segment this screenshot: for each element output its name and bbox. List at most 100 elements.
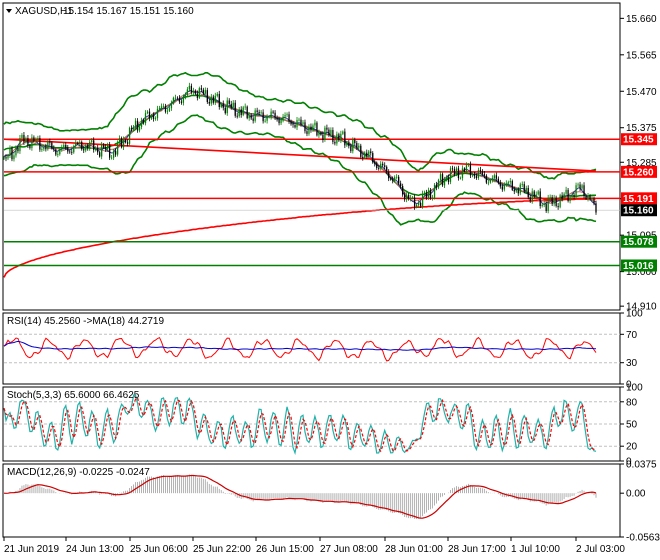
- candle-body: [176, 97, 179, 99]
- candle-body: [73, 146, 75, 153]
- candle-body: [419, 202, 422, 207]
- candles: [3, 82, 597, 215]
- bollinger-lower: [3, 114, 597, 226]
- candle-body: [527, 187, 529, 198]
- macd-tick-label: 0.0375: [626, 460, 657, 471]
- candle-body: [362, 156, 364, 159]
- candle-body: [180, 101, 183, 103]
- candle-body: [483, 174, 486, 176]
- candle-body: [392, 179, 394, 181]
- candle-body: [47, 141, 49, 150]
- candle-body: [116, 142, 119, 155]
- candle-body: [411, 197, 414, 199]
- candle-body: [134, 120, 137, 128]
- candle-body: [431, 197, 434, 199]
- level-label-bg: [621, 165, 657, 178]
- candle-body: [144, 113, 147, 124]
- candle-body: [29, 145, 31, 149]
- candle-body: [571, 195, 573, 198]
- candle-body: [567, 189, 569, 202]
- stoch-y-ticks: 100 80 50 20 0: [620, 383, 643, 468]
- candle-body: [429, 190, 432, 198]
- candle-body: [15, 147, 17, 156]
- stoch-d-line: [3, 396, 597, 453]
- candle-body: [497, 178, 499, 183]
- x-tick-label: 24 Jun 13:00: [66, 544, 124, 555]
- candle-body: [469, 164, 472, 176]
- candle-body: [378, 168, 380, 169]
- candle-body: [290, 121, 292, 125]
- candle-body: [124, 139, 127, 143]
- candle-body: [300, 119, 302, 124]
- candle-body: [67, 147, 69, 152]
- candle-body: [585, 196, 587, 200]
- collapse-triangle-icon[interactable]: [6, 9, 12, 13]
- x-tick-label: 28 Jun 17:00: [448, 544, 506, 555]
- candle-body: [154, 118, 157, 119]
- price-tick-label: 15.285: [626, 158, 657, 169]
- stoch-tick-label: 100: [626, 383, 643, 394]
- candle-body: [170, 103, 173, 109]
- candle-body: [384, 165, 386, 167]
- candle-body: [142, 120, 145, 124]
- candle-body: [79, 141, 81, 144]
- candle-body: [260, 112, 262, 114]
- candle-body: [272, 111, 274, 113]
- rsi-grid: [4, 333, 620, 364]
- candle-body: [228, 100, 230, 104]
- price-ohlc: 15.154 15.167 15.151 15.160: [63, 6, 194, 17]
- candle-body: [11, 148, 13, 160]
- candle-body: [477, 169, 480, 178]
- candle-body: [89, 141, 91, 149]
- candle-body: [380, 163, 382, 169]
- candle-body: [178, 98, 181, 102]
- candle-body: [51, 142, 53, 149]
- candle-body: [43, 146, 45, 150]
- candle-body: [479, 169, 482, 172]
- candle-body: [19, 138, 21, 152]
- stoch-tick-label: 20: [626, 442, 638, 453]
- candle-body: [114, 151, 117, 155]
- candle-body: [535, 194, 537, 197]
- candle-body: [473, 174, 476, 177]
- candle-body: [282, 116, 284, 121]
- candle-body: [531, 191, 533, 202]
- candle-body: [489, 179, 492, 183]
- candle-body: [268, 116, 270, 118]
- current-price-label: 15.160: [623, 206, 654, 217]
- candle-body: [439, 174, 442, 180]
- candle-body: [374, 162, 376, 164]
- level-labels: 15.345 15.260 15.191 15.078 15.016 15.160: [621, 133, 657, 272]
- level-label-bg: [621, 133, 657, 146]
- candle-body: [101, 144, 103, 157]
- candle-body: [455, 168, 458, 175]
- candle-body: [485, 175, 488, 183]
- candle-body: [332, 130, 334, 142]
- candle-body: [421, 193, 424, 207]
- candle-body: [97, 148, 99, 153]
- candle-body: [274, 112, 276, 118]
- candle-body: [447, 177, 450, 182]
- candle-body: [244, 106, 246, 108]
- candle-body: [3, 157, 5, 159]
- x-tick-label: 25 Jun 06:00: [130, 544, 188, 555]
- candle-body: [551, 197, 553, 205]
- candle-body: [503, 184, 505, 190]
- candle-body: [188, 85, 191, 90]
- candle-body: [545, 204, 547, 211]
- candle-body: [122, 139, 125, 148]
- candle-body: [306, 131, 308, 134]
- candle-body: [166, 110, 169, 112]
- candle-body: [298, 119, 300, 121]
- moving-averages: [3, 89, 597, 278]
- candle-body: [55, 149, 57, 155]
- price-tick-label: 15.660: [626, 14, 657, 25]
- candle-body: [346, 142, 348, 146]
- candle-body: [402, 186, 404, 195]
- candle-body: [106, 144, 109, 150]
- candle-body: [53, 148, 55, 150]
- candle-body: [9, 148, 11, 156]
- candle-body: [21, 135, 23, 139]
- macd-signal: [3, 474, 597, 519]
